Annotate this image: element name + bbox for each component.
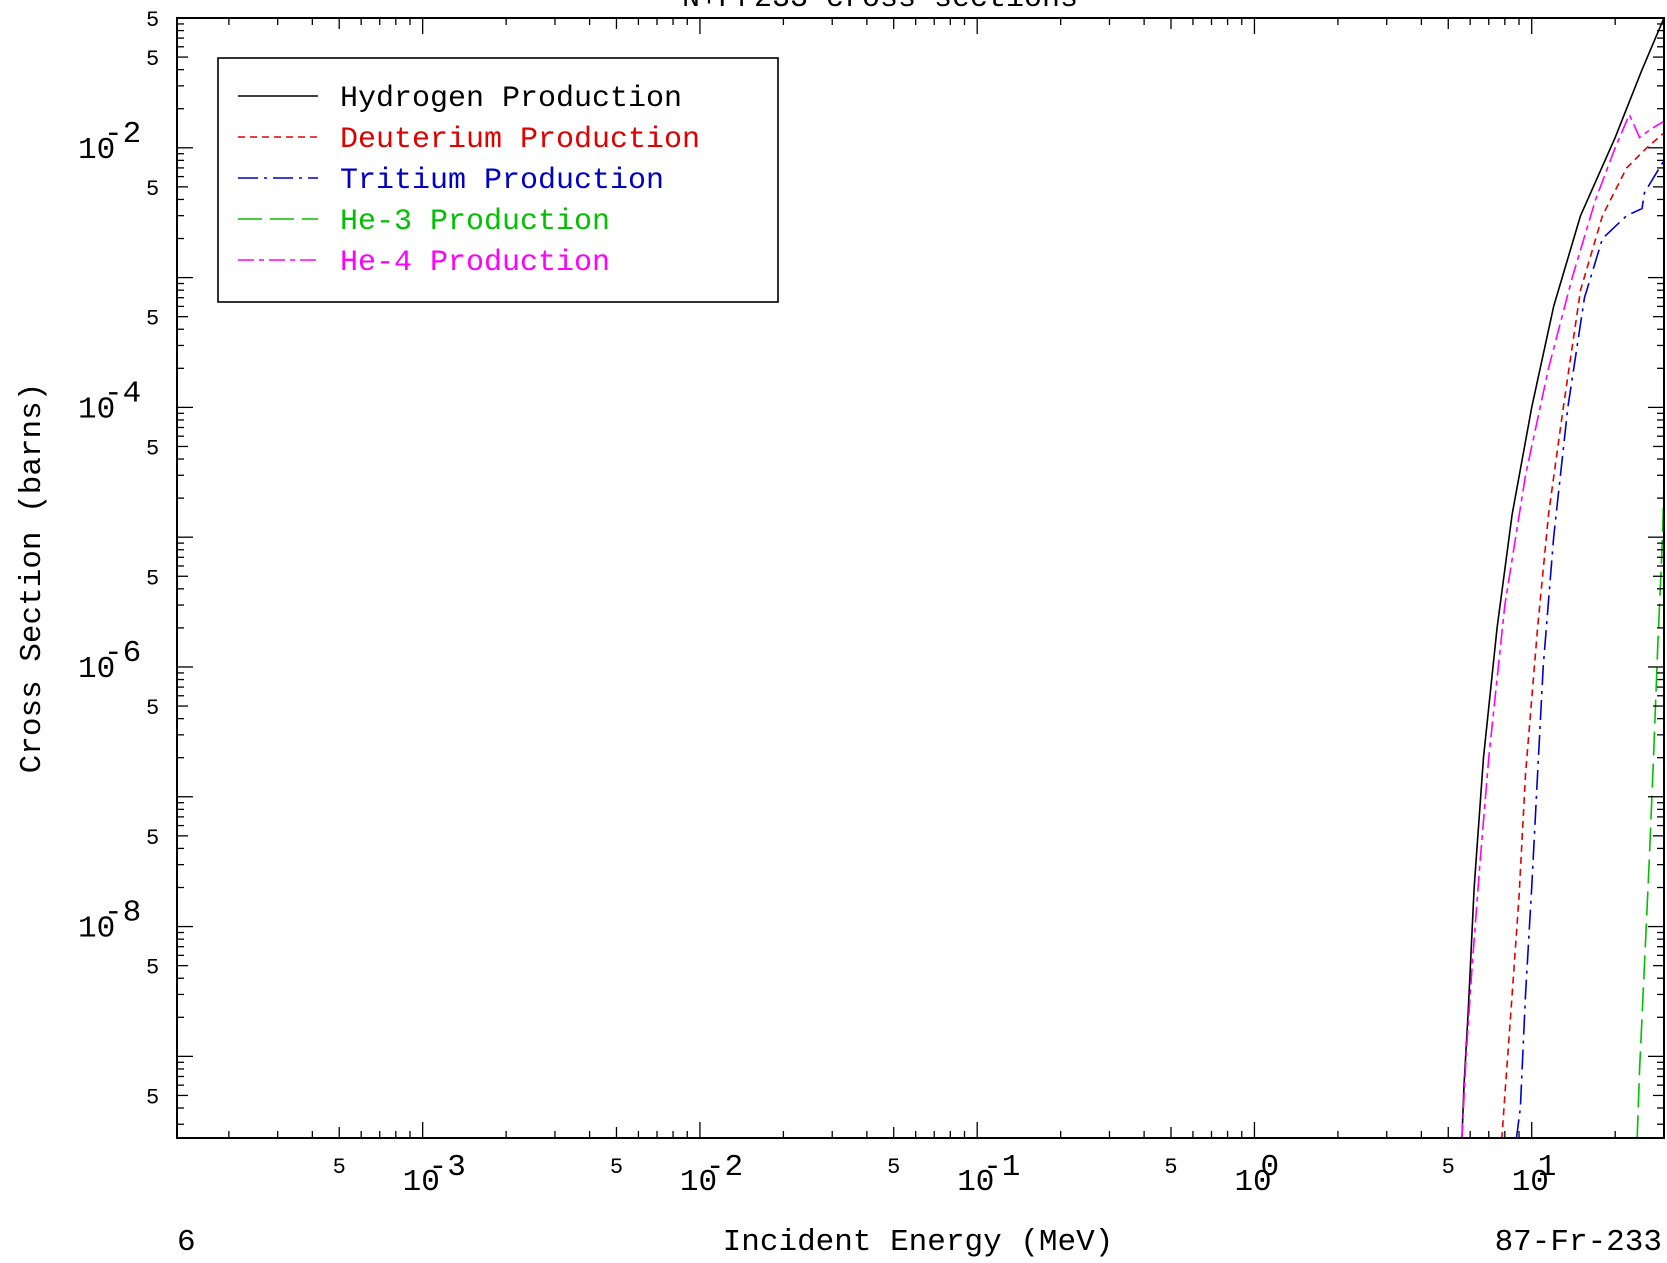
legend-label: He-4 Production <box>340 246 610 280</box>
svg-text:10: 10 <box>1512 1165 1549 1200</box>
svg-text:10: 10 <box>957 1165 994 1200</box>
x-tick-label-five: 5 <box>887 1155 900 1180</box>
y-tick-label: 10-6 <box>78 636 141 687</box>
svg-text:10: 10 <box>78 912 115 947</box>
legend-box <box>217 57 779 303</box>
x-tick-label-five: 5 <box>1164 1155 1177 1180</box>
legend-entries: Hydrogen Production Deuterium Production T… <box>238 82 700 280</box>
y-tick-label-five: 5 <box>146 566 159 591</box>
data-layer <box>1461 18 1664 1138</box>
y-tick-label-five: 5 <box>146 307 159 332</box>
svg-text:10: 10 <box>78 652 115 687</box>
y-tick-label-five: 5 <box>146 47 159 72</box>
svg-text:10: 10 <box>403 1165 440 1200</box>
svg-text:10: 10 <box>78 133 115 168</box>
y-tick-label-five-top: 5 <box>146 8 159 33</box>
y-tick-label-five: 5 <box>146 177 159 202</box>
plot-frame <box>176 17 1665 1139</box>
corner-label-right: 87-Fr-233 <box>1495 1225 1662 1260</box>
x-tick-label: 101 <box>1512 1150 1557 1200</box>
svg-text:-4: -4 <box>104 376 141 411</box>
y-tick-label: 10-2 <box>78 117 141 168</box>
chart-title: N+Fr233 cross sections <box>682 0 1078 16</box>
series-line-3 <box>1515 159 1664 1138</box>
svg-text:0: 0 <box>1260 1150 1279 1185</box>
legend-label: Deuterium Production <box>340 123 700 157</box>
x-tick-label: 10-2 <box>680 1150 743 1200</box>
y-tick-label-five: 5 <box>146 1085 159 1110</box>
y-tick-label: 10-8 <box>78 896 141 947</box>
y-axis-label: Cross Section (barns) <box>15 383 50 774</box>
svg-text:10: 10 <box>680 1165 717 1200</box>
series-line-4 <box>1636 485 1664 1138</box>
svg-text:-2: -2 <box>104 117 141 152</box>
corner-label-left: 6 <box>177 1225 196 1260</box>
series-group <box>1461 18 1664 1138</box>
y-tick-label-five: 5 <box>146 696 159 721</box>
x-tick-label-five: 5 <box>610 1155 623 1180</box>
svg-text:-8: -8 <box>104 896 141 931</box>
legend-label: He-3 Production <box>340 205 610 239</box>
svg-text:-3: -3 <box>429 1150 466 1185</box>
y-tick-label-five: 5 <box>146 956 159 981</box>
series-line-2 <box>1501 132 1664 1138</box>
svg-text:10: 10 <box>78 392 115 427</box>
x-tick-label: 100 <box>1234 1150 1279 1200</box>
svg-text:10: 10 <box>1234 1165 1271 1200</box>
x-tick-label: 10-3 <box>403 1150 466 1200</box>
svg-text:-2: -2 <box>706 1150 743 1185</box>
x-tick-label: 10-1 <box>957 1150 1020 1200</box>
series-line-5 <box>1461 112 1664 1138</box>
legend-label: Hydrogen Production <box>340 82 682 116</box>
x-axis-label: Incident Energy (MeV) <box>723 1225 1114 1260</box>
y-tick-label-five: 5 <box>146 826 159 851</box>
x-tick-label-five: 5 <box>333 1155 346 1180</box>
svg-text:-6: -6 <box>104 636 141 671</box>
x-tick-label-five: 5 <box>1442 1155 1455 1180</box>
legend: Hydrogen Production Deuterium Production T… <box>217 57 779 303</box>
svg-text:1: 1 <box>1538 1150 1557 1185</box>
y-tick-label: 10-4 <box>78 376 141 427</box>
y-tick-label-five: 5 <box>146 436 159 461</box>
legend-label: Tritium Production <box>340 164 664 198</box>
series-line-1 <box>1461 18 1664 1138</box>
svg-text:-1: -1 <box>983 1150 1020 1185</box>
